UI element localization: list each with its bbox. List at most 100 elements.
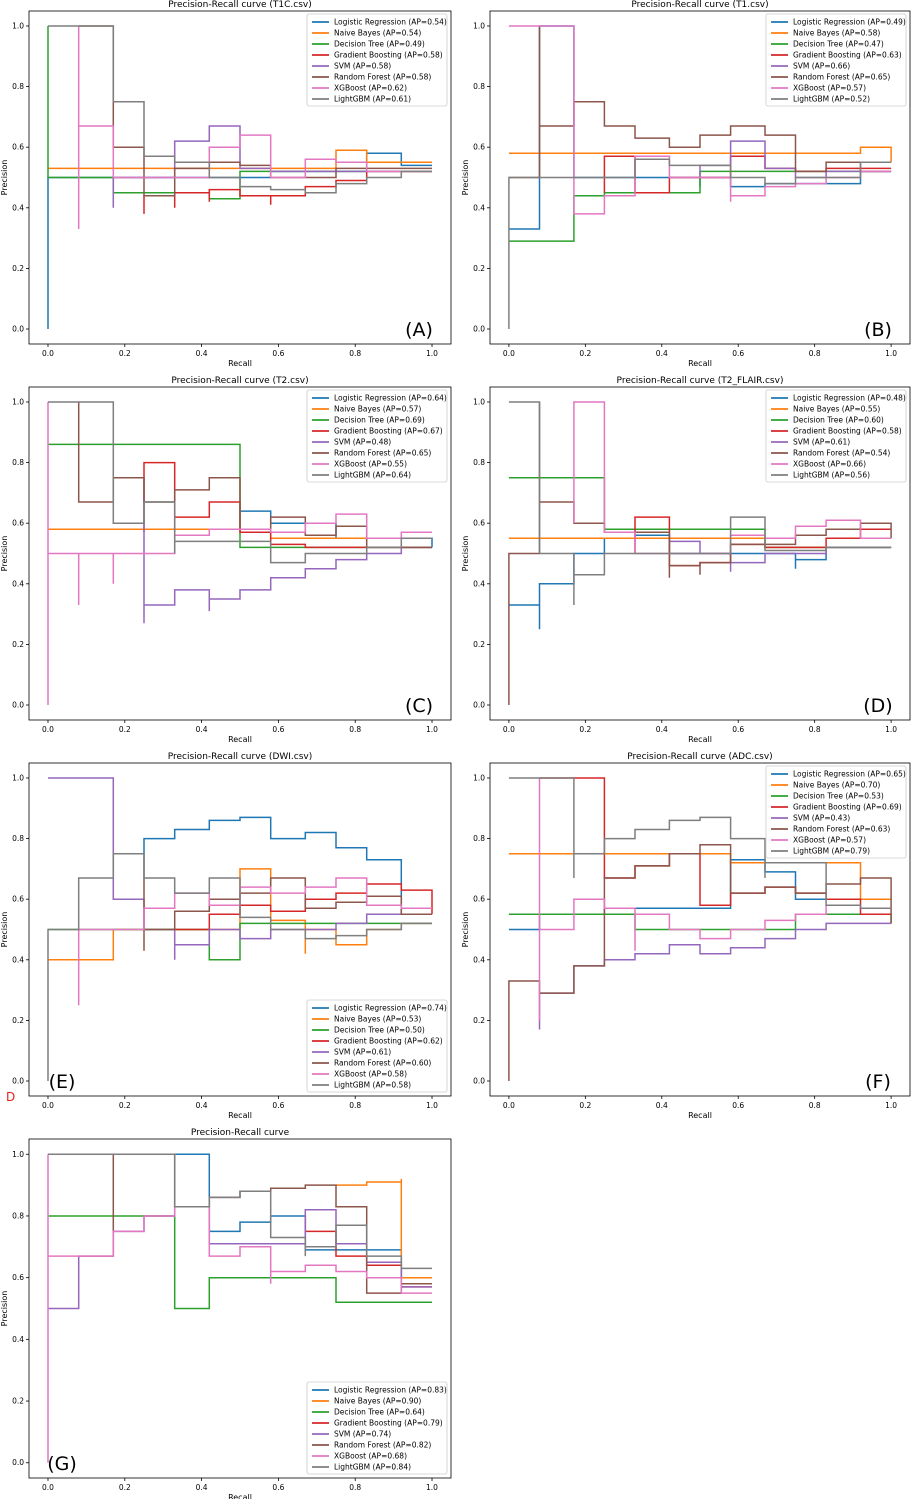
x-axis-label: Recall [228, 735, 252, 744]
y-tick-label: 1.0 [473, 397, 485, 406]
y-tick-label: 0.4 [12, 955, 24, 964]
y-axis-label: Precision [0, 536, 9, 572]
y-tick-label: 0.8 [12, 458, 24, 467]
legend-entry: LightGBM (AP=0.58) [334, 1081, 411, 1090]
panel-label: (B) [864, 319, 892, 341]
legend-entry: Random Forest (AP=0.60) [334, 1059, 431, 1068]
legend-entry: Random Forest (AP=0.63) [793, 825, 890, 834]
x-tick-label: 0.6 [732, 349, 744, 358]
panel-label: (F) [865, 1071, 891, 1093]
y-tick-label: 0.2 [12, 1397, 24, 1406]
legend-entry: LightGBM (AP=0.56) [793, 471, 870, 480]
y-tick-label: 0.8 [12, 82, 24, 91]
legend-entry: SVM (AP=0.58) [334, 62, 391, 71]
legend-entry: XGBoost (AP=0.62) [334, 84, 407, 93]
legend-entry: Logistic Regression (AP=0.64) [334, 394, 447, 403]
x-axis-label: Recall [688, 735, 712, 744]
legend-entry: Random Forest (AP=0.58) [334, 73, 431, 82]
panel-label: (C) [405, 695, 433, 717]
x-tick-label: 1.0 [885, 349, 897, 358]
y-tick-label: 0.4 [473, 579, 485, 588]
legend-entry: Gradient Boosting (AP=0.58) [793, 427, 902, 436]
legend-entry: Logistic Regression (AP=0.48) [793, 394, 906, 403]
legend-entry: Logistic Regression (AP=0.54) [334, 18, 447, 27]
y-tick-label: 0.0 [473, 701, 485, 710]
x-tick-label: 0.8 [349, 1101, 361, 1110]
series-line [143, 461, 432, 549]
legend-entry: LightGBM (AP=0.52) [793, 95, 870, 104]
x-tick-label: 0.4 [196, 725, 208, 734]
legend-entry: XGBoost (AP=0.57) [793, 836, 866, 845]
x-tick-label: 1.0 [426, 349, 438, 358]
legend-entry: Random Forest (AP=0.65) [334, 449, 431, 458]
pr-panel-5: Precision-Recall curve (DWI.csv) 0.0 0.2 0.… [0, 752, 452, 1120]
y-tick-label: 0.8 [473, 82, 485, 91]
x-tick-label: 1.0 [426, 725, 438, 734]
series-line [508, 25, 892, 215]
legend-entry: Naive Bayes (AP=0.57) [334, 405, 421, 414]
y-tick-label: 1.0 [12, 1150, 24, 1159]
y-tick-label: 0.6 [12, 519, 24, 528]
chart-title: Precision-Recall curve (T1C.csv) [168, 0, 312, 10]
legend-entry: Naive Bayes (AP=0.55) [793, 405, 880, 414]
legend-entry: LightGBM (AP=0.64) [334, 471, 411, 480]
pr-panel-1: Precision-Recall curve (T1C.csv) 0.0 0.2 0.… [0, 0, 452, 368]
stray-annotation: D [6, 1090, 15, 1104]
x-tick-label: 0.0 [42, 1483, 54, 1492]
y-tick-label: 1.0 [12, 397, 24, 406]
legend-entry: Naive Bayes (AP=0.54) [334, 29, 421, 38]
legend-box [306, 1381, 448, 1475]
x-tick-label: 1.0 [426, 1101, 438, 1110]
y-tick-label: 0.0 [12, 325, 24, 334]
x-tick-label: 0.6 [272, 349, 284, 358]
x-axis-label: Recall [688, 359, 712, 368]
y-tick-label: 0.2 [12, 1016, 24, 1025]
pr-panel-2: Precision-Recall curve (T1.csv) 0.0 0.2 0.4… [461, 0, 911, 368]
legend-entry: Random Forest (AP=0.54) [793, 449, 890, 458]
legend-box [765, 13, 907, 107]
series-line [47, 402, 432, 705]
y-tick-label: 0.0 [473, 1077, 485, 1086]
x-axis-label: Recall [688, 1111, 712, 1120]
y-tick-label: 0.2 [12, 264, 24, 273]
legend-entry: Gradient Boosting (AP=0.63) [793, 51, 902, 60]
legend-entry: XGBoost (AP=0.58) [334, 1070, 407, 1079]
y-axis-label: Precision [0, 912, 9, 948]
y-tick-label: 1.0 [12, 21, 24, 30]
y-tick-label: 0.6 [12, 895, 24, 904]
y-tick-label: 1.0 [473, 21, 485, 30]
x-tick-label: 1.0 [426, 1483, 438, 1492]
series-line [508, 402, 892, 705]
legend-entry: Random Forest (AP=0.65) [793, 73, 890, 82]
legend-entry: LightGBM (AP=0.79) [793, 847, 870, 856]
legend-entry: Logistic Regression (AP=0.74) [334, 1004, 447, 1013]
panel-label: (G) [47, 1453, 77, 1475]
series-line [174, 1153, 432, 1279]
y-tick-label: 0.0 [12, 1077, 24, 1086]
legend-entry: SVM (AP=0.74) [334, 1430, 391, 1439]
legend-entry: Decision Tree (AP=0.64) [334, 1408, 425, 1417]
y-tick-label: 0.6 [12, 1273, 24, 1282]
legend-entry: Gradient Boosting (AP=0.58) [334, 51, 443, 60]
panel-label: (A) [405, 319, 433, 341]
series-line [538, 778, 892, 1021]
x-tick-label: 0.6 [732, 1101, 744, 1110]
y-tick-label: 1.0 [12, 773, 24, 782]
x-tick-label: 0.0 [503, 725, 515, 734]
y-tick-label: 0.2 [473, 264, 485, 273]
x-tick-label: 0.2 [119, 349, 131, 358]
x-tick-label: 0.4 [196, 349, 208, 358]
y-tick-label: 0.8 [12, 1211, 24, 1220]
series-line [48, 25, 432, 194]
series-line [47, 1154, 432, 1463]
legend-box [765, 389, 907, 483]
x-tick-label: 0.2 [579, 1101, 591, 1110]
x-tick-label: 0.6 [272, 1101, 284, 1110]
x-tick-label: 0.8 [809, 1101, 821, 1110]
y-tick-label: 0.4 [473, 955, 485, 964]
x-tick-label: 0.8 [349, 349, 361, 358]
legend-entry: SVM (AP=0.43) [793, 814, 850, 823]
y-tick-label: 0.6 [473, 519, 485, 528]
series-line [48, 149, 432, 170]
y-axis-label: Precision [461, 912, 470, 948]
